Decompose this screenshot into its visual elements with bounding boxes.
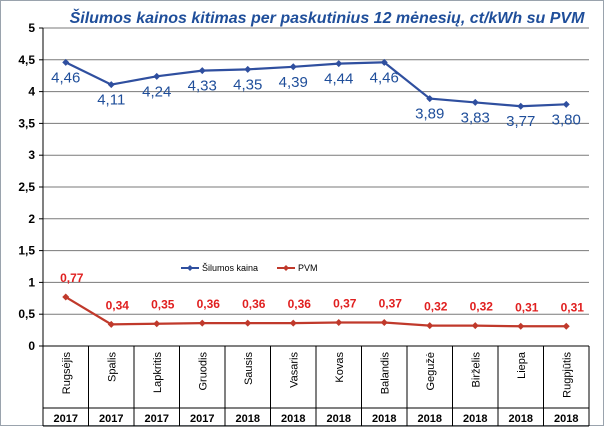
- data-label: 0,31: [515, 300, 539, 314]
- data-label: 0,35: [151, 298, 175, 312]
- y-tick-label: 1: [28, 275, 35, 289]
- legend-swatch-marker: [283, 265, 289, 271]
- y-tick-label: 0,5: [18, 307, 35, 321]
- data-point: [517, 102, 525, 110]
- data-point: [426, 322, 434, 330]
- x-category-label: Birželis: [470, 352, 482, 388]
- data-label: 3,89: [415, 106, 444, 123]
- y-tick-label: 3,5: [18, 116, 35, 130]
- data-point: [426, 95, 434, 103]
- data-point: [153, 72, 161, 80]
- x-category-label: Balandis: [379, 352, 391, 395]
- data-point: [62, 58, 70, 66]
- data-point: [335, 60, 343, 68]
- data-label: 0,37: [333, 296, 357, 310]
- y-tick-label: 3: [28, 148, 35, 162]
- x-year-label: 2018: [418, 413, 442, 425]
- data-label: 0,31: [561, 300, 585, 314]
- legend-swatch-marker: [187, 265, 193, 271]
- data-point: [198, 67, 206, 75]
- data-label: 3,80: [552, 111, 581, 128]
- data-point: [380, 318, 388, 326]
- data-label: 3,77: [506, 113, 535, 130]
- x-year-label: 2018: [509, 413, 533, 425]
- x-year-label: 2018: [281, 413, 305, 425]
- data-point: [517, 322, 525, 330]
- x-year-label: 2017: [145, 413, 169, 425]
- data-point: [471, 322, 479, 330]
- x-category-label: Gegužė: [425, 352, 437, 391]
- data-label: 4,39: [279, 74, 308, 91]
- data-point: [153, 320, 161, 328]
- data-point: [107, 320, 115, 328]
- data-label: 0,36: [288, 297, 312, 311]
- x-category-label: Gruodis: [197, 352, 209, 391]
- x-year-label: 2018: [463, 413, 487, 425]
- x-year-label: 2017: [99, 413, 123, 425]
- data-point: [107, 81, 115, 89]
- data-point: [198, 319, 206, 327]
- y-tick-label: 0: [28, 339, 35, 353]
- data-label: 4,44: [324, 71, 353, 88]
- x-year-label: 2018: [236, 413, 260, 425]
- data-label: 4,35: [233, 76, 262, 93]
- x-year-label: 2018: [327, 413, 351, 425]
- data-point: [289, 319, 297, 327]
- data-label: 4,24: [142, 83, 171, 100]
- x-category-label: Liepa: [516, 351, 528, 379]
- x-year-label: 2018: [372, 413, 396, 425]
- x-category-label: Kovas: [334, 352, 346, 383]
- y-tick-label: 1,5: [18, 244, 35, 258]
- x-year-label: 2017: [190, 413, 214, 425]
- data-label: 0,77: [60, 271, 84, 285]
- series-line: [65, 296, 567, 328]
- y-tick-label: 2,5: [18, 180, 35, 194]
- data-label: 0,32: [470, 300, 494, 314]
- x-category-label: Rugpjūtis: [561, 352, 573, 398]
- x-category-label: Vasaris: [288, 352, 300, 388]
- y-tick-label: 2: [28, 212, 35, 226]
- data-point: [62, 293, 70, 301]
- data-label: 0,36: [242, 297, 266, 311]
- chart-title: Šilumos kainos kitimas per paskutinius 1…: [70, 8, 585, 27]
- data-label: 0,36: [197, 297, 221, 311]
- y-tick-label: 4: [28, 85, 35, 99]
- x-year-label: 2018: [554, 413, 578, 425]
- legend-label: PVM: [298, 263, 318, 273]
- data-point: [562, 100, 570, 108]
- x-category-label: Sausis: [243, 352, 255, 386]
- data-label: 4,46: [51, 69, 80, 86]
- series-line: [65, 61, 567, 108]
- y-tick-label: 5: [28, 21, 35, 35]
- data-label: 4,33: [188, 78, 217, 95]
- data-point: [244, 65, 252, 73]
- data-label: 4,11: [97, 92, 125, 109]
- data-label: 0,34: [106, 298, 130, 312]
- x-year-label: 2017: [54, 413, 78, 425]
- data-point: [562, 322, 570, 330]
- x-category-label: Rugsėjis: [61, 352, 73, 395]
- x-category-label: Lapkritis: [152, 352, 164, 393]
- data-point: [335, 318, 343, 326]
- data-label: 4,46: [370, 69, 399, 86]
- data-label: 0,32: [424, 300, 448, 314]
- data-point: [244, 319, 252, 327]
- data-point: [289, 63, 297, 71]
- data-label: 3,83: [461, 109, 490, 126]
- data-point: [471, 98, 479, 106]
- legend-label: Šilumos kaina: [202, 263, 258, 273]
- data-label: 0,37: [379, 296, 403, 310]
- y-tick-label: 4,5: [18, 53, 35, 67]
- x-category-label: Spalis: [106, 352, 118, 382]
- data-point: [380, 58, 388, 66]
